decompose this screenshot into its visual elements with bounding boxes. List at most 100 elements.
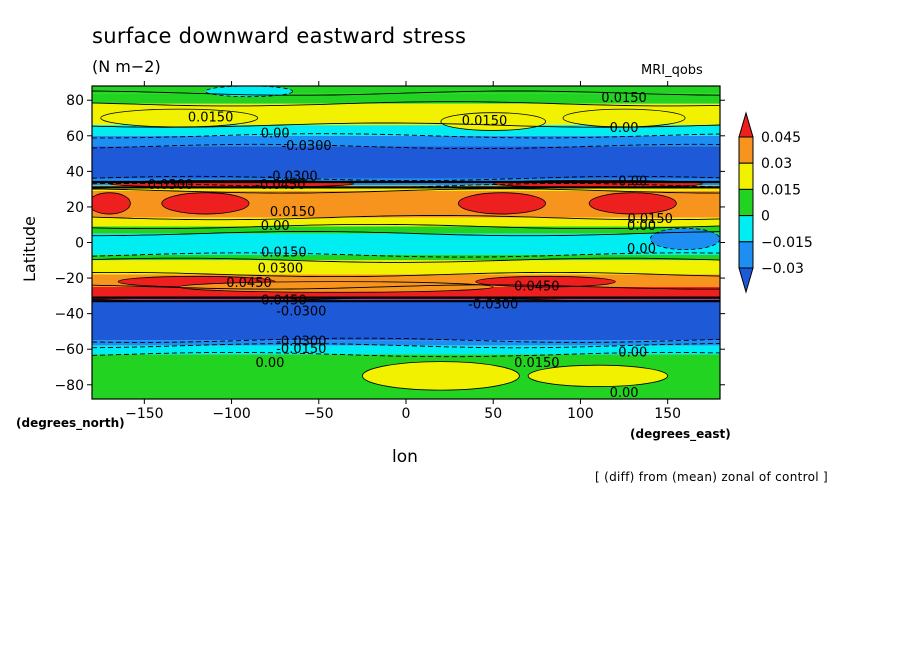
chart-units: (N m−2): [92, 57, 161, 76]
colorbar-box: [738, 162, 754, 190]
colorbar-label: −0.015: [761, 235, 813, 251]
colorbar-label: 0.045: [761, 130, 801, 146]
colorbar-box: [738, 241, 754, 269]
contour-region: [92, 192, 131, 215]
contour-label: 0.0450: [261, 294, 307, 309]
contour-line: [92, 90, 720, 96]
contour-label: 0.0150: [261, 246, 307, 261]
contour-label: 0.00: [618, 345, 647, 360]
colorbar-box: [738, 215, 754, 243]
contour-line: [92, 215, 720, 221]
contour-label: 0.00: [261, 127, 290, 142]
contour-label: -0.0300: [468, 297, 518, 312]
contour-region: [161, 192, 250, 215]
contour-line: [92, 175, 720, 182]
contour-label: 0.0300: [258, 262, 304, 277]
contour-line: [92, 133, 720, 139]
contour-line: [92, 143, 720, 150]
contour-label: -0.0450: [255, 178, 305, 193]
contour-band: [92, 260, 720, 275]
contour-region: [100, 108, 259, 128]
y-tick-label: 80: [66, 93, 84, 109]
x-tick-label: 150: [654, 406, 681, 422]
contour-line: [92, 257, 720, 263]
colorbar-label: 0: [761, 209, 770, 225]
y-tick-label: −60: [54, 342, 84, 358]
contour-line: [92, 188, 720, 194]
contour-label: 0.00: [627, 242, 656, 257]
contour-label: -0.0300: [268, 169, 318, 184]
contour-label: 0.0450: [226, 276, 272, 291]
x-tick-label: 100: [567, 406, 594, 422]
colorbar-label: 0.015: [761, 182, 801, 198]
contour-line: [92, 337, 720, 343]
contour-band: [92, 135, 720, 147]
contour-band: [92, 125, 720, 136]
contour-line: [92, 231, 720, 237]
contour-label: -0.0300: [276, 304, 326, 319]
y-tick-label: 20: [66, 200, 84, 216]
x-tick-label: 50: [484, 406, 502, 422]
contour-label: -0.0300: [276, 335, 326, 350]
contour-label: 0.00: [627, 219, 656, 234]
contour-label: -0.0150: [276, 342, 326, 357]
contour-region: [475, 275, 616, 288]
contour-region: [361, 361, 520, 391]
colorbar-box: [738, 136, 754, 164]
contour-band: [92, 93, 720, 104]
colorbar-min-triangle: [738, 267, 754, 294]
contour-band: [92, 233, 720, 255]
contour-band: [92, 254, 720, 261]
contour-label: 0.0150: [627, 212, 673, 227]
contour-label: 0.0150: [270, 205, 316, 220]
y-tick-label: −20: [54, 271, 84, 287]
x-tick-label: −150: [125, 406, 163, 422]
y-tick-label: 60: [66, 129, 84, 145]
contour-label: 0.0150: [514, 356, 560, 371]
y-tick-label: 40: [66, 164, 84, 180]
contour-label: 0.0150: [462, 114, 508, 129]
contour-line: [92, 271, 720, 278]
contour-region: [527, 364, 669, 387]
contour-line: [92, 122, 720, 128]
model-name: MRI_qobs: [641, 63, 703, 78]
comparison-note: [ (diff) from (mean) zonal of control ]: [595, 470, 828, 484]
contour-line: [92, 343, 720, 349]
colorbar-label: −0.03: [761, 261, 804, 277]
contour-label: 0.00: [261, 219, 290, 234]
contour-region: [457, 192, 546, 215]
x-tick-label: −100: [212, 406, 250, 422]
contour-line: [92, 223, 720, 230]
contour-band: [92, 299, 720, 341]
y-tick-label: 0: [75, 236, 84, 252]
contour-label: 0.0150: [188, 111, 234, 126]
contour-region: [588, 192, 677, 215]
x-tick-label: −50: [304, 406, 334, 422]
chart-title: surface downward eastward stress: [92, 24, 467, 48]
y-axis-units: (degrees_north): [16, 416, 125, 430]
contour-region: [178, 281, 494, 293]
colorbar-label: 0.03: [761, 156, 792, 172]
contour-label: 0.0150: [601, 91, 647, 106]
contour-line: [92, 101, 720, 107]
plot-area: 0.01500.00-0.0300-0.0300-0.04500.03000.0…: [92, 86, 720, 401]
contour-line: [92, 351, 720, 358]
contour-line: [92, 284, 720, 290]
contour-label: 0.00: [610, 121, 639, 136]
contour-label: 0.0450: [514, 280, 560, 295]
contour-line: [92, 252, 720, 258]
y-tick-label: −40: [54, 307, 84, 323]
colorbar-max-triangle: [738, 111, 754, 138]
contour-label: 0.00: [618, 175, 647, 190]
y-tick-label: −80: [54, 378, 84, 394]
contour-band: [92, 226, 720, 234]
x-tick-label: 0: [402, 406, 411, 422]
contour-band: [92, 345, 720, 355]
x-axis-label: lon: [392, 447, 418, 467]
contour-label: 0.00: [255, 356, 284, 371]
contour-band: [92, 86, 720, 94]
contour-band: [92, 146, 720, 179]
contour-label: 0.00: [610, 386, 639, 401]
contour-band: [92, 340, 720, 346]
